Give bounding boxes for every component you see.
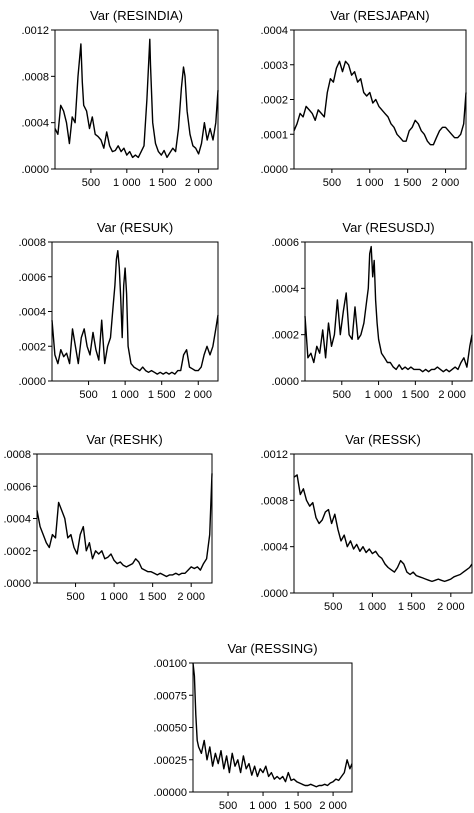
y-tick-label: .0006 [18, 272, 46, 284]
y-tick-label: .0003 [260, 60, 288, 72]
chart-title: Var (RESHK) [86, 432, 162, 447]
plot-frame [192, 662, 353, 793]
plot-frame [36, 453, 213, 584]
y-tick-label: .0008 [21, 71, 49, 83]
chart-panel-3: Var (RESUK) .0000 .0002 .0004 .0006 .0008 500 1… [18, 220, 219, 401]
y-tick-label: .0004 [260, 25, 288, 37]
series-line [36, 473, 213, 578]
y-tick-label: .0012 [260, 449, 288, 461]
chart-panel-7: Var (RESSING) .00000 .00025 .00050 .00075 .00… [153, 641, 353, 812]
x-tick-label: 1 500 [148, 389, 176, 401]
y-tick-label: .0008 [260, 495, 288, 507]
y-tick-label: .00050 [153, 723, 187, 735]
y-tick-label: .0001 [260, 129, 288, 141]
chart-title: Var (RESSK) [345, 432, 421, 447]
plot-frame [304, 241, 473, 382]
y-tick-label: .0002 [271, 330, 299, 342]
x-tick-label: 1 500 [398, 601, 426, 613]
x-tick-label: 2 000 [177, 591, 205, 603]
y-tick-label: .0000 [260, 164, 288, 176]
plot-frame [293, 453, 473, 594]
y-tick-label: .0004 [21, 118, 49, 130]
x-tick-label: 1 000 [111, 389, 139, 401]
series-line [54, 38, 219, 159]
series-line [192, 662, 353, 788]
series-line [304, 245, 473, 373]
x-tick-label: 1 500 [149, 177, 177, 189]
x-tick-label: 500 [66, 591, 84, 603]
y-tick-label: .0000 [260, 588, 288, 600]
y-tick-label: .00025 [153, 755, 187, 767]
x-tick-label: 2 000 [437, 601, 465, 613]
x-tick-label: 500 [219, 800, 237, 812]
x-tick-label: 2 000 [185, 177, 213, 189]
chart-title: Var (RESUSDJ) [342, 220, 434, 235]
series-line [293, 474, 473, 583]
x-tick-label: 1 500 [139, 591, 167, 603]
y-tick-label: .0002 [18, 341, 46, 353]
chart-panel-1: Var (RESINDIA) .0000 .0004 .0008 .0012 500 1 0… [21, 8, 219, 189]
chart-panel-5: Var (RESHK) .0000 .0002 .0004 .0006 .0008 500 1… [3, 432, 213, 603]
chart-panel-2: Var (RESJAPAN) .0000 .0001 .0002 .0003 .0004 5… [260, 8, 467, 189]
y-tick-label: .0008 [18, 237, 46, 249]
x-tick-label: 1 000 [113, 177, 141, 189]
x-tick-label: 2 000 [319, 800, 347, 812]
y-tick-label: .00000 [153, 787, 187, 799]
x-tick-label: 1 000 [356, 177, 384, 189]
y-tick-label: .0012 [21, 25, 49, 37]
x-tick-label: 1 500 [394, 177, 422, 189]
y-tick-label: .0000 [21, 164, 49, 176]
plot-frame [54, 29, 219, 170]
chart-title: Var (RESJAPAN) [330, 8, 429, 23]
chart-title: Var (RESINDIA) [90, 8, 183, 23]
x-tick-label: 1 000 [249, 800, 277, 812]
x-tick-label: 2 000 [432, 177, 460, 189]
y-tick-label: .0000 [271, 376, 299, 388]
chart-title: Var (RESUK) [97, 220, 173, 235]
x-tick-label: 2 000 [184, 389, 212, 401]
x-tick-label: 500 [324, 601, 342, 613]
y-tick-label: .00075 [153, 690, 187, 702]
x-tick-label: 500 [82, 177, 100, 189]
y-tick-label: .0004 [18, 307, 46, 319]
plot-frame [293, 29, 467, 170]
chart-title: Var (RESSING) [227, 641, 317, 656]
x-tick-label: 1 500 [402, 389, 430, 401]
series-line [51, 249, 219, 375]
x-tick-label: 500 [333, 389, 351, 401]
y-tick-label: .0006 [271, 237, 299, 249]
series-line [293, 60, 467, 146]
y-tick-label: .0004 [271, 283, 299, 295]
x-tick-label: 1 000 [359, 601, 387, 613]
y-tick-label: .00100 [153, 658, 187, 670]
x-tick-label: 500 [79, 389, 97, 401]
x-tick-label: 1 000 [100, 591, 128, 603]
x-tick-label: 2 000 [438, 389, 466, 401]
x-tick-label: 1 000 [365, 389, 393, 401]
y-tick-label: .0002 [260, 95, 288, 107]
y-tick-label: .0004 [3, 514, 31, 526]
y-tick-label: .0000 [3, 578, 31, 590]
x-tick-label: 500 [323, 177, 341, 189]
y-tick-label: .0002 [3, 546, 31, 558]
y-tick-label: .0008 [3, 449, 31, 461]
y-tick-label: .0006 [3, 481, 31, 493]
plot-frame [51, 241, 219, 382]
chart-panel-6: Var (RESSK) .0000 .0004 .0008 .0012 500 1 000 1… [260, 432, 473, 613]
y-tick-label: .0000 [18, 376, 46, 388]
y-tick-label: .0004 [260, 542, 288, 554]
x-tick-label: 1 500 [284, 800, 312, 812]
chart-panel-4: Var (RESUSDJ) .0000 .0002 .0004 .0006 500 1 00… [271, 220, 473, 401]
